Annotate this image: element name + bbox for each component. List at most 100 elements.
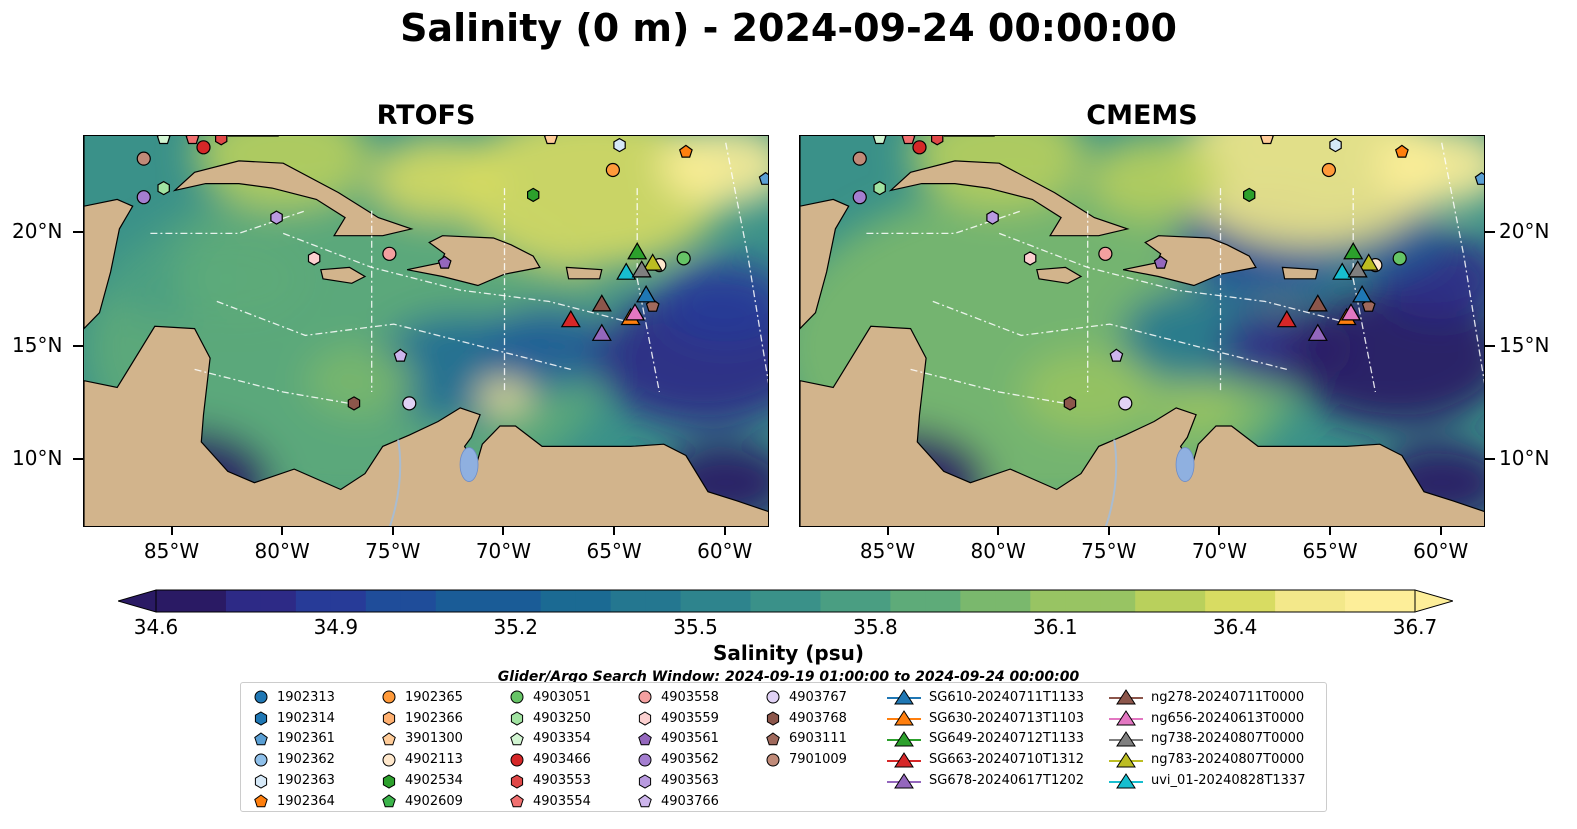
- argo-marker-4903768[interactable]: [1063, 396, 1077, 411]
- argo-marker-1902364[interactable]: [1394, 144, 1409, 158]
- argo-marker-4903561[interactable]: [437, 255, 452, 269]
- glider-marker-ng738-20240807T0000[interactable]: [631, 260, 652, 278]
- argo-marker-4903354[interactable]: [872, 136, 887, 145]
- argo-marker-4903561[interactable]: [1153, 255, 1168, 269]
- legend-label: 4903553: [533, 773, 591, 789]
- lat-tick: [73, 231, 83, 234]
- salinity-patch: [172, 237, 306, 320]
- map-panel-cmems[interactable]: [799, 135, 1485, 527]
- hexagon-marker-icon: [254, 711, 268, 726]
- argo-marker-4903466[interactable]: [196, 140, 211, 155]
- legend-item-argo: 4903354: [509, 729, 591, 750]
- eez-boundary: [725, 142, 768, 384]
- argo-marker-1902363[interactable]: [1329, 137, 1342, 153]
- legend-label: 1902366: [405, 710, 463, 726]
- argo-marker-4903768[interactable]: [347, 396, 361, 411]
- argo-marker-4903563[interactable]: [986, 210, 999, 225]
- legend-label: SG610-20240711T1133: [929, 689, 1085, 705]
- argo-marker-3901300[interactable]: [1259, 136, 1274, 145]
- argo-marker-4903354[interactable]: [156, 136, 171, 145]
- argo-marker-1902365[interactable]: [605, 162, 620, 178]
- legend-label: 4903561: [661, 731, 719, 747]
- triangle-marker-icon: [1109, 689, 1143, 705]
- argo-marker-4903554[interactable]: [901, 136, 916, 145]
- argo-marker-3901300[interactable]: [543, 136, 558, 145]
- lon-tick: [170, 527, 173, 535]
- argo-marker-4903558[interactable]: [1098, 246, 1113, 261]
- legend-item-argo: 1902313: [253, 687, 335, 708]
- argo-marker-4903563[interactable]: [270, 210, 283, 225]
- glider-marker-SG610-20240711T1133[interactable]: [636, 284, 657, 303]
- argo-marker-4902534[interactable]: [1243, 187, 1256, 203]
- glider-marker-uvi_01-20240828T1337[interactable]: [616, 262, 637, 280]
- salinity-patch: [1087, 136, 1221, 218]
- glider-marker-ng738-20240807T0000[interactable]: [1347, 260, 1368, 278]
- hexagon-marker-icon: [766, 711, 780, 726]
- glider-marker-SG678-20240617T1202[interactable]: [591, 323, 612, 341]
- argo-marker-4903767[interactable]: [1118, 396, 1133, 411]
- legend-label: ng278-20240711T0000: [1151, 689, 1305, 705]
- legend-item-argo: 4903554: [509, 791, 591, 812]
- glider-marker-ng278-20240711T0000[interactable]: [1307, 294, 1328, 312]
- legend-label: 4903250: [533, 710, 591, 726]
- argo-marker-1902365[interactable]: [1321, 162, 1336, 178]
- glider-marker-SG649-20240712T1133[interactable]: [1343, 241, 1364, 260]
- glider-marker-ng783-20240807T0000[interactable]: [1358, 253, 1379, 271]
- legend-item-argo: 4903559: [637, 708, 719, 729]
- argo-marker-4903051[interactable]: [676, 251, 691, 266]
- salinity-map-cmems[interactable]: [800, 136, 1485, 527]
- legend-label: 1902313: [277, 689, 335, 705]
- argo-marker-4903559[interactable]: [307, 251, 321, 266]
- argo-marker-4903766[interactable]: [1109, 348, 1124, 362]
- colorbar-segment: [400, 590, 437, 612]
- argo-marker-4903554[interactable]: [185, 136, 200, 145]
- glider-marker-ng278-20240711T0000[interactable]: [591, 294, 612, 312]
- argo-marker-4903553[interactable]: [215, 136, 228, 146]
- colorbar: [118, 589, 1453, 613]
- argo-marker-7901009[interactable]: [136, 151, 151, 166]
- lon-tick: [1107, 527, 1110, 535]
- argo-marker-4903562[interactable]: [852, 190, 867, 205]
- argo-marker-4903250[interactable]: [157, 180, 170, 196]
- lat-tick-label-right: 10°N: [1499, 446, 1550, 471]
- argo-marker-1902364[interactable]: [678, 144, 693, 158]
- glider-marker-ng656-20240613T0000[interactable]: [624, 303, 646, 321]
- legend-label: SG630-20240713T1103: [929, 710, 1085, 726]
- argo-marker-4903051[interactable]: [1392, 251, 1407, 266]
- glider-marker-ng656-20240613T0000[interactable]: [1340, 303, 1362, 321]
- salinity-map-rtofs[interactable]: [84, 136, 769, 527]
- eez-boundary: [194, 368, 350, 405]
- glider-marker-SG663-20240710T1312[interactable]: [1276, 309, 1297, 328]
- land-puertorico: [565, 266, 603, 280]
- argo-marker-4903466[interactable]: [912, 140, 927, 155]
- glider-marker-ng783-20240807T0000[interactable]: [642, 253, 663, 271]
- colorbar-segment: [680, 590, 717, 612]
- triangle-marker-icon: [1109, 772, 1143, 789]
- glider-marker-SG663-20240710T1312[interactable]: [560, 309, 581, 328]
- argo-marker-4903559[interactable]: [1023, 251, 1037, 266]
- argo-marker-1902361[interactable]: [1474, 171, 1485, 185]
- colorbar-segment: [156, 590, 192, 612]
- salinity-patch: [371, 136, 505, 218]
- argo-marker-1902363[interactable]: [613, 137, 626, 153]
- argo-marker-4902534[interactable]: [527, 187, 540, 203]
- argo-marker-7901009[interactable]: [852, 151, 867, 166]
- lon-tick: [281, 527, 284, 535]
- lat-tick: [73, 344, 83, 347]
- glider-marker-uvi_01-20240828T1337[interactable]: [1332, 262, 1353, 280]
- glider-marker-SG610-20240711T1133[interactable]: [1352, 284, 1373, 303]
- argo-marker-1902361[interactable]: [758, 171, 769, 185]
- argo-marker-4903562[interactable]: [136, 190, 151, 205]
- legend-item-argo: 1902361: [253, 729, 335, 750]
- argo-marker-4903553[interactable]: [931, 136, 944, 146]
- glider-marker-SG678-20240617T1202[interactable]: [1307, 323, 1328, 341]
- glider-marker-SG649-20240712T1133[interactable]: [627, 241, 648, 260]
- lon-tick-label: 80°W: [970, 539, 1026, 563]
- argo-marker-4903767[interactable]: [402, 396, 417, 411]
- argo-marker-4903558[interactable]: [382, 246, 397, 261]
- lon-tick-label: 65°W: [586, 539, 642, 563]
- argo-marker-4903766[interactable]: [393, 348, 408, 362]
- argo-marker-4903250[interactable]: [873, 180, 886, 196]
- map-panel-rtofs[interactable]: [83, 135, 769, 527]
- colorbar-segment: [610, 590, 647, 612]
